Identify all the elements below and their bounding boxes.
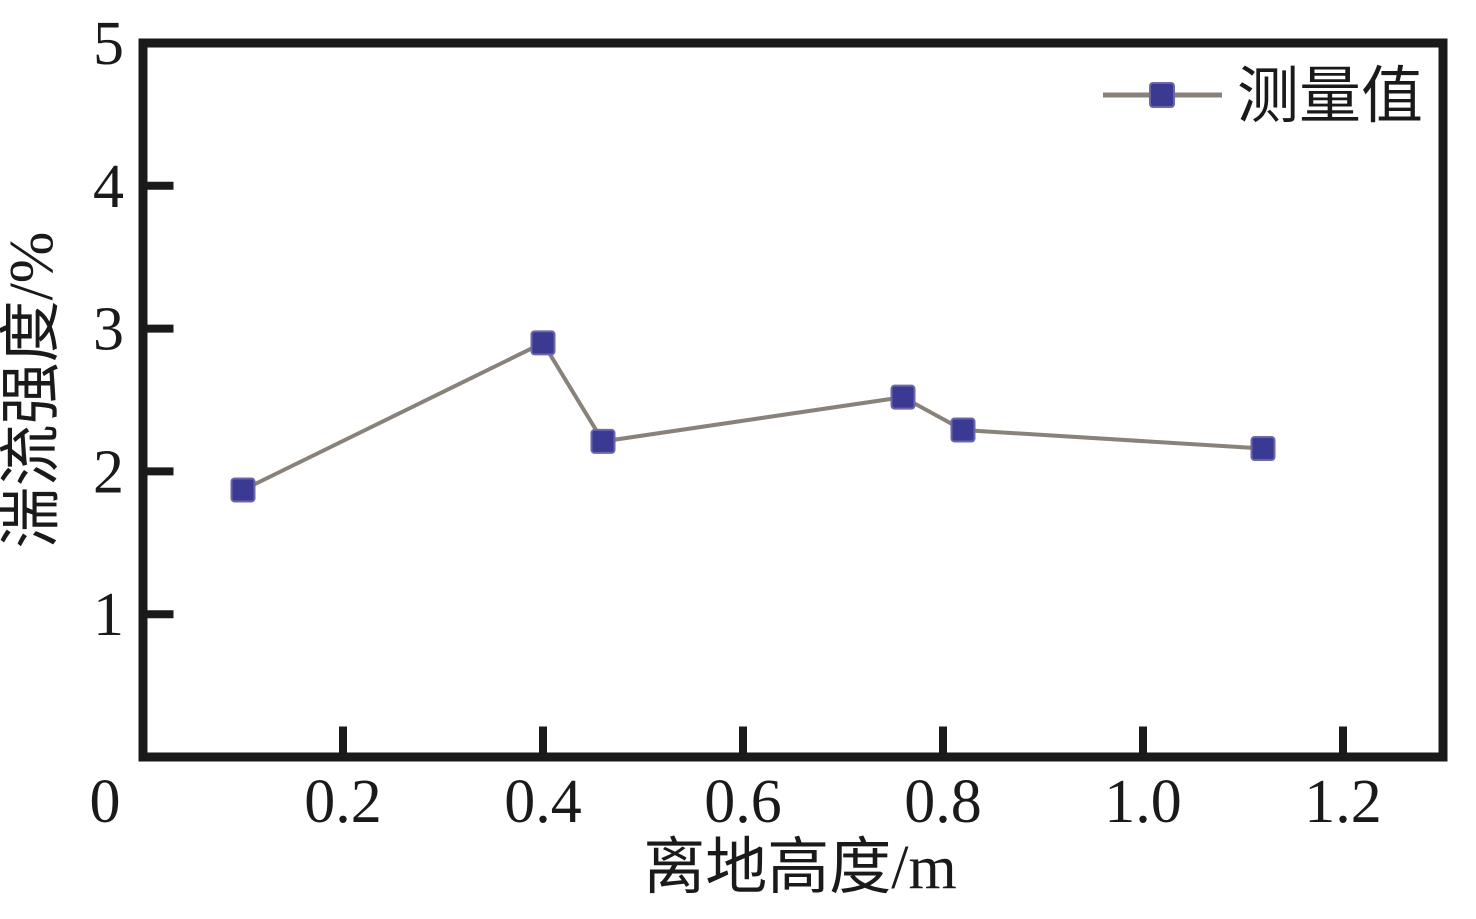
series-measured — [230, 330, 1276, 503]
legend-marker-sample — [1149, 82, 1175, 108]
data-point-marker — [890, 384, 916, 410]
y-tick-label: 5 — [93, 10, 124, 78]
y-tick-label: 3 — [93, 296, 124, 364]
legend: 测量值 — [1103, 63, 1423, 131]
y-axis: 1 2 3 4 5 — [93, 10, 174, 649]
y-tick-label: 4 — [93, 153, 124, 221]
data-point-marker — [1250, 436, 1276, 462]
x-tick-label: 0 — [90, 768, 121, 836]
data-point-marker — [230, 477, 256, 503]
x-axis-title: 离地高度/m — [643, 834, 956, 902]
series-line — [242, 340, 1264, 492]
data-point-marker — [530, 330, 556, 356]
y-tick-label: 1 — [93, 581, 124, 649]
x-tick-label: 1.0 — [1104, 768, 1182, 836]
legend-label: 测量值 — [1237, 63, 1423, 131]
x-tick-label: 0.2 — [304, 768, 382, 836]
x-tick-label: 1.2 — [1304, 768, 1382, 836]
x-tick-label: 0.6 — [704, 768, 782, 836]
x-tick-label: 0.4 — [504, 768, 582, 836]
axis-frame — [138, 38, 1448, 762]
x-tick-label: 0.8 — [904, 768, 982, 836]
y-axis-title: 湍流强度/% — [0, 232, 66, 549]
data-point-marker — [590, 428, 616, 454]
data-point-marker — [950, 417, 976, 443]
y-tick-label: 2 — [93, 438, 124, 506]
x-axis: 0 0.2 0.4 0.6 0.8 1.0 1.2 — [90, 726, 1382, 836]
